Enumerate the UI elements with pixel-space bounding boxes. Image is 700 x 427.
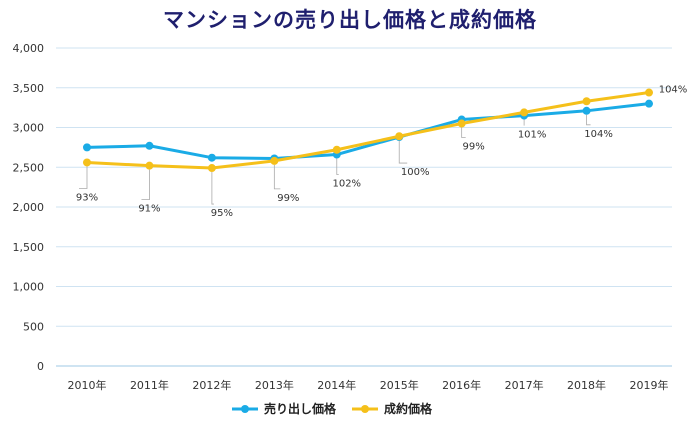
- data-point: [457, 119, 466, 128]
- y-tick-label: 2,000: [13, 201, 45, 214]
- data-point: [645, 88, 653, 97]
- ratio-label: 101%: [518, 130, 547, 141]
- gridlines: [56, 47, 672, 367]
- annotation-leader: [273, 164, 281, 190]
- ratio-label: 99%: [463, 142, 485, 153]
- x-tick-label: 2018年: [567, 378, 606, 392]
- ratio-label: 95%: [211, 208, 233, 219]
- legend: 売り出し価格 成約価格: [232, 401, 433, 416]
- legend-swatch-marker: [361, 405, 369, 413]
- ratio-label: 93%: [76, 192, 98, 203]
- legend-swatch-marker: [241, 405, 249, 413]
- x-tick-label: 2011年: [130, 378, 169, 392]
- y-tick-label: 4,000: [13, 42, 45, 55]
- ratio-label: 100%: [401, 167, 430, 178]
- annotation-leader: [586, 114, 591, 126]
- annotation-leader: [79, 166, 88, 189]
- data-point: [207, 153, 216, 162]
- x-tick-label: 2017年: [505, 378, 544, 392]
- data-point: [145, 161, 154, 170]
- ratio-label: 102%: [332, 179, 361, 190]
- data-point: [207, 164, 216, 173]
- legend-label: 売り出し価格: [264, 401, 337, 416]
- x-tick-label: 2014年: [317, 378, 356, 392]
- x-tick-label: 2016年: [442, 378, 481, 392]
- data-point: [582, 97, 591, 106]
- y-tick-label: 0: [37, 360, 44, 373]
- data-point: [520, 108, 529, 117]
- y-tick-label: 2,500: [13, 161, 45, 174]
- data-point: [395, 132, 404, 141]
- ratio-label: 104%: [584, 129, 613, 140]
- y-axis-ticks: 0 500 1,000 1,500 2,000 2,500 3,000 3,500 4,000: [13, 42, 45, 373]
- annotation-leader: [336, 158, 339, 175]
- y-tick-label: 500: [23, 320, 44, 333]
- ratio-label: 91%: [138, 204, 160, 215]
- y-tick-label: 3,500: [13, 82, 45, 95]
- x-tick-label: 2012年: [192, 378, 231, 392]
- ratio-label: 104%: [659, 85, 688, 96]
- legend-label: 成約価格: [384, 401, 433, 416]
- x-axis-ticks: 2010年 2011年 2012年 2013年 2014年 2015年 2016年 2017年…: [68, 378, 669, 392]
- data-point: [582, 106, 591, 115]
- series-line-0: [86, 102, 650, 161]
- ratio-annotations: 93% 91% 95% 99% 102% 100% 99% 101% 104% 104%: [76, 85, 687, 219]
- annotation-leader: [211, 172, 214, 205]
- data-point: [83, 158, 91, 167]
- series-lines: [83, 88, 653, 173]
- x-tick-label: 2010年: [68, 378, 107, 392]
- annotation-leader: [141, 169, 150, 201]
- x-tick-label: 2015年: [380, 378, 419, 392]
- y-tick-label: 1,500: [13, 241, 45, 254]
- y-tick-label: 3,000: [13, 122, 45, 135]
- annotation-leader: [398, 141, 408, 164]
- data-point: [145, 141, 154, 150]
- data-point: [645, 99, 653, 108]
- annotation-leader: [461, 127, 466, 138]
- data-point: [83, 143, 91, 152]
- series-line-1: [86, 91, 650, 170]
- x-tick-label: 2019年: [630, 378, 669, 392]
- ratio-label: 99%: [277, 193, 299, 204]
- data-point: [270, 156, 279, 165]
- data-point: [332, 145, 341, 154]
- x-tick-label: 2013年: [255, 378, 294, 392]
- chart-title: マンションの売り出し価格と成約価格: [163, 8, 537, 32]
- y-tick-label: 1,000: [13, 281, 45, 294]
- annotation-leaders: [79, 114, 591, 205]
